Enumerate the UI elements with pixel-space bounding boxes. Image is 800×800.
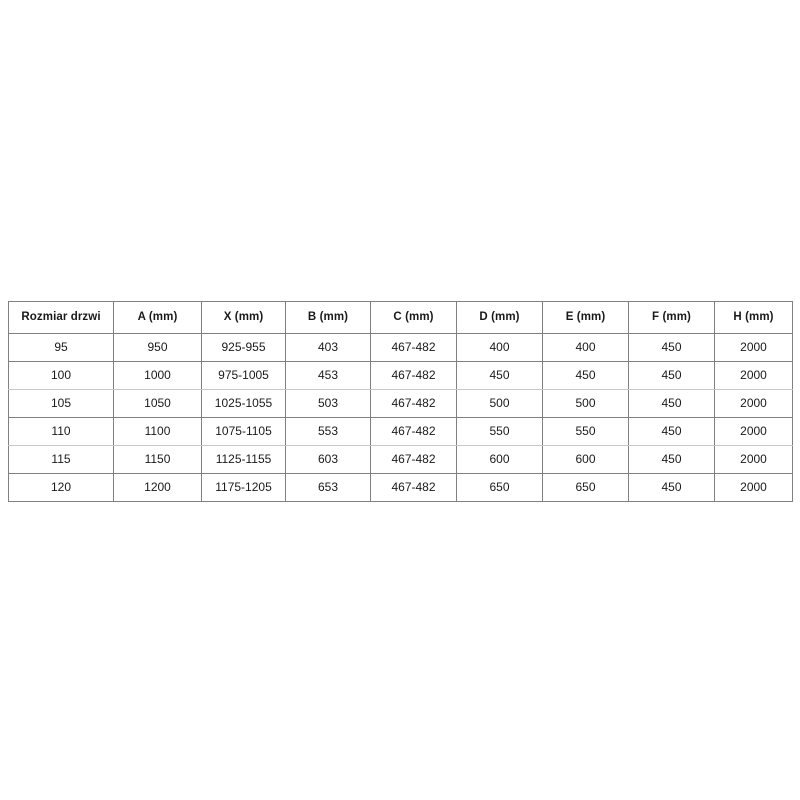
cell-rozmiar-drzwi: 115: [8, 445, 114, 474]
cell-a: 1200: [113, 473, 202, 502]
cell-h: 2000: [714, 333, 793, 362]
table-row: 105 1050 1025-1055 503 467-482 500 500 4…: [8, 389, 793, 418]
column-header-a: A (mm): [113, 301, 202, 334]
door-size-spec-table-container: Rozmiar drzwi A (mm) X (mm) B (mm) C (mm…: [8, 301, 793, 502]
cell-x: 925-955: [201, 333, 286, 362]
table-header-row: Rozmiar drzwi A (mm) X (mm) B (mm) C (mm…: [8, 301, 793, 334]
cell-f: 450: [628, 445, 715, 474]
cell-c: 467-482: [370, 361, 457, 390]
cell-a: 1100: [113, 417, 202, 446]
cell-b: 553: [285, 417, 371, 446]
cell-c: 467-482: [370, 333, 457, 362]
cell-e: 600: [542, 445, 629, 474]
cell-c: 467-482: [370, 445, 457, 474]
cell-rozmiar-drzwi: 110: [8, 417, 114, 446]
cell-h: 2000: [714, 445, 793, 474]
column-header-d: D (mm): [456, 301, 543, 334]
table-row: 110 1100 1075-1105 553 467-482 550 550 4…: [8, 417, 793, 446]
cell-h: 2000: [714, 417, 793, 446]
cell-d: 600: [456, 445, 543, 474]
cell-d: 650: [456, 473, 543, 502]
table-row: 95 950 925-955 403 467-482 400 400 450 2…: [8, 333, 793, 362]
cell-e: 500: [542, 389, 629, 418]
cell-d: 450: [456, 361, 543, 390]
cell-x: 1125-1155: [201, 445, 286, 474]
table-header: Rozmiar drzwi A (mm) X (mm) B (mm) C (mm…: [8, 301, 793, 334]
table-row: 120 1200 1175-1205 653 467-482 650 650 4…: [8, 473, 793, 502]
column-header-b: B (mm): [285, 301, 371, 334]
cell-rozmiar-drzwi: 100: [8, 361, 114, 390]
cell-b: 653: [285, 473, 371, 502]
cell-b: 453: [285, 361, 371, 390]
door-size-spec-table: Rozmiar drzwi A (mm) X (mm) B (mm) C (mm…: [8, 301, 793, 502]
cell-f: 450: [628, 333, 715, 362]
cell-h: 2000: [714, 389, 793, 418]
cell-rozmiar-drzwi: 105: [8, 389, 114, 418]
column-header-e: E (mm): [542, 301, 629, 334]
cell-e: 650: [542, 473, 629, 502]
cell-h: 2000: [714, 361, 793, 390]
cell-b: 503: [285, 389, 371, 418]
table-row: 115 1150 1125-1155 603 467-482 600 600 4…: [8, 445, 793, 474]
cell-x: 975-1005: [201, 361, 286, 390]
cell-f: 450: [628, 361, 715, 390]
cell-c: 467-482: [370, 389, 457, 418]
cell-a: 1050: [113, 389, 202, 418]
cell-e: 550: [542, 417, 629, 446]
cell-f: 450: [628, 473, 715, 502]
table-body: 95 950 925-955 403 467-482 400 400 450 2…: [8, 333, 793, 502]
cell-d: 550: [456, 417, 543, 446]
cell-c: 467-482: [370, 417, 457, 446]
cell-d: 400: [456, 333, 543, 362]
cell-e: 450: [542, 361, 629, 390]
column-header-x: X (mm): [201, 301, 286, 334]
cell-f: 450: [628, 389, 715, 418]
cell-d: 500: [456, 389, 543, 418]
table-row: 100 1000 975-1005 453 467-482 450 450 45…: [8, 361, 793, 390]
column-header-c: C (mm): [370, 301, 457, 334]
cell-c: 467-482: [370, 473, 457, 502]
column-header-rozmiar-drzwi: Rozmiar drzwi: [8, 301, 114, 334]
column-header-h: H (mm): [714, 301, 793, 334]
cell-h: 2000: [714, 473, 793, 502]
cell-rozmiar-drzwi: 95: [8, 333, 114, 362]
cell-a: 1150: [113, 445, 202, 474]
cell-rozmiar-drzwi: 120: [8, 473, 114, 502]
cell-a: 950: [113, 333, 202, 362]
cell-f: 450: [628, 417, 715, 446]
cell-b: 603: [285, 445, 371, 474]
cell-x: 1175-1205: [201, 473, 286, 502]
cell-x: 1075-1105: [201, 417, 286, 446]
column-header-f: F (mm): [628, 301, 715, 334]
cell-e: 400: [542, 333, 629, 362]
cell-b: 403: [285, 333, 371, 362]
cell-x: 1025-1055: [201, 389, 286, 418]
cell-a: 1000: [113, 361, 202, 390]
